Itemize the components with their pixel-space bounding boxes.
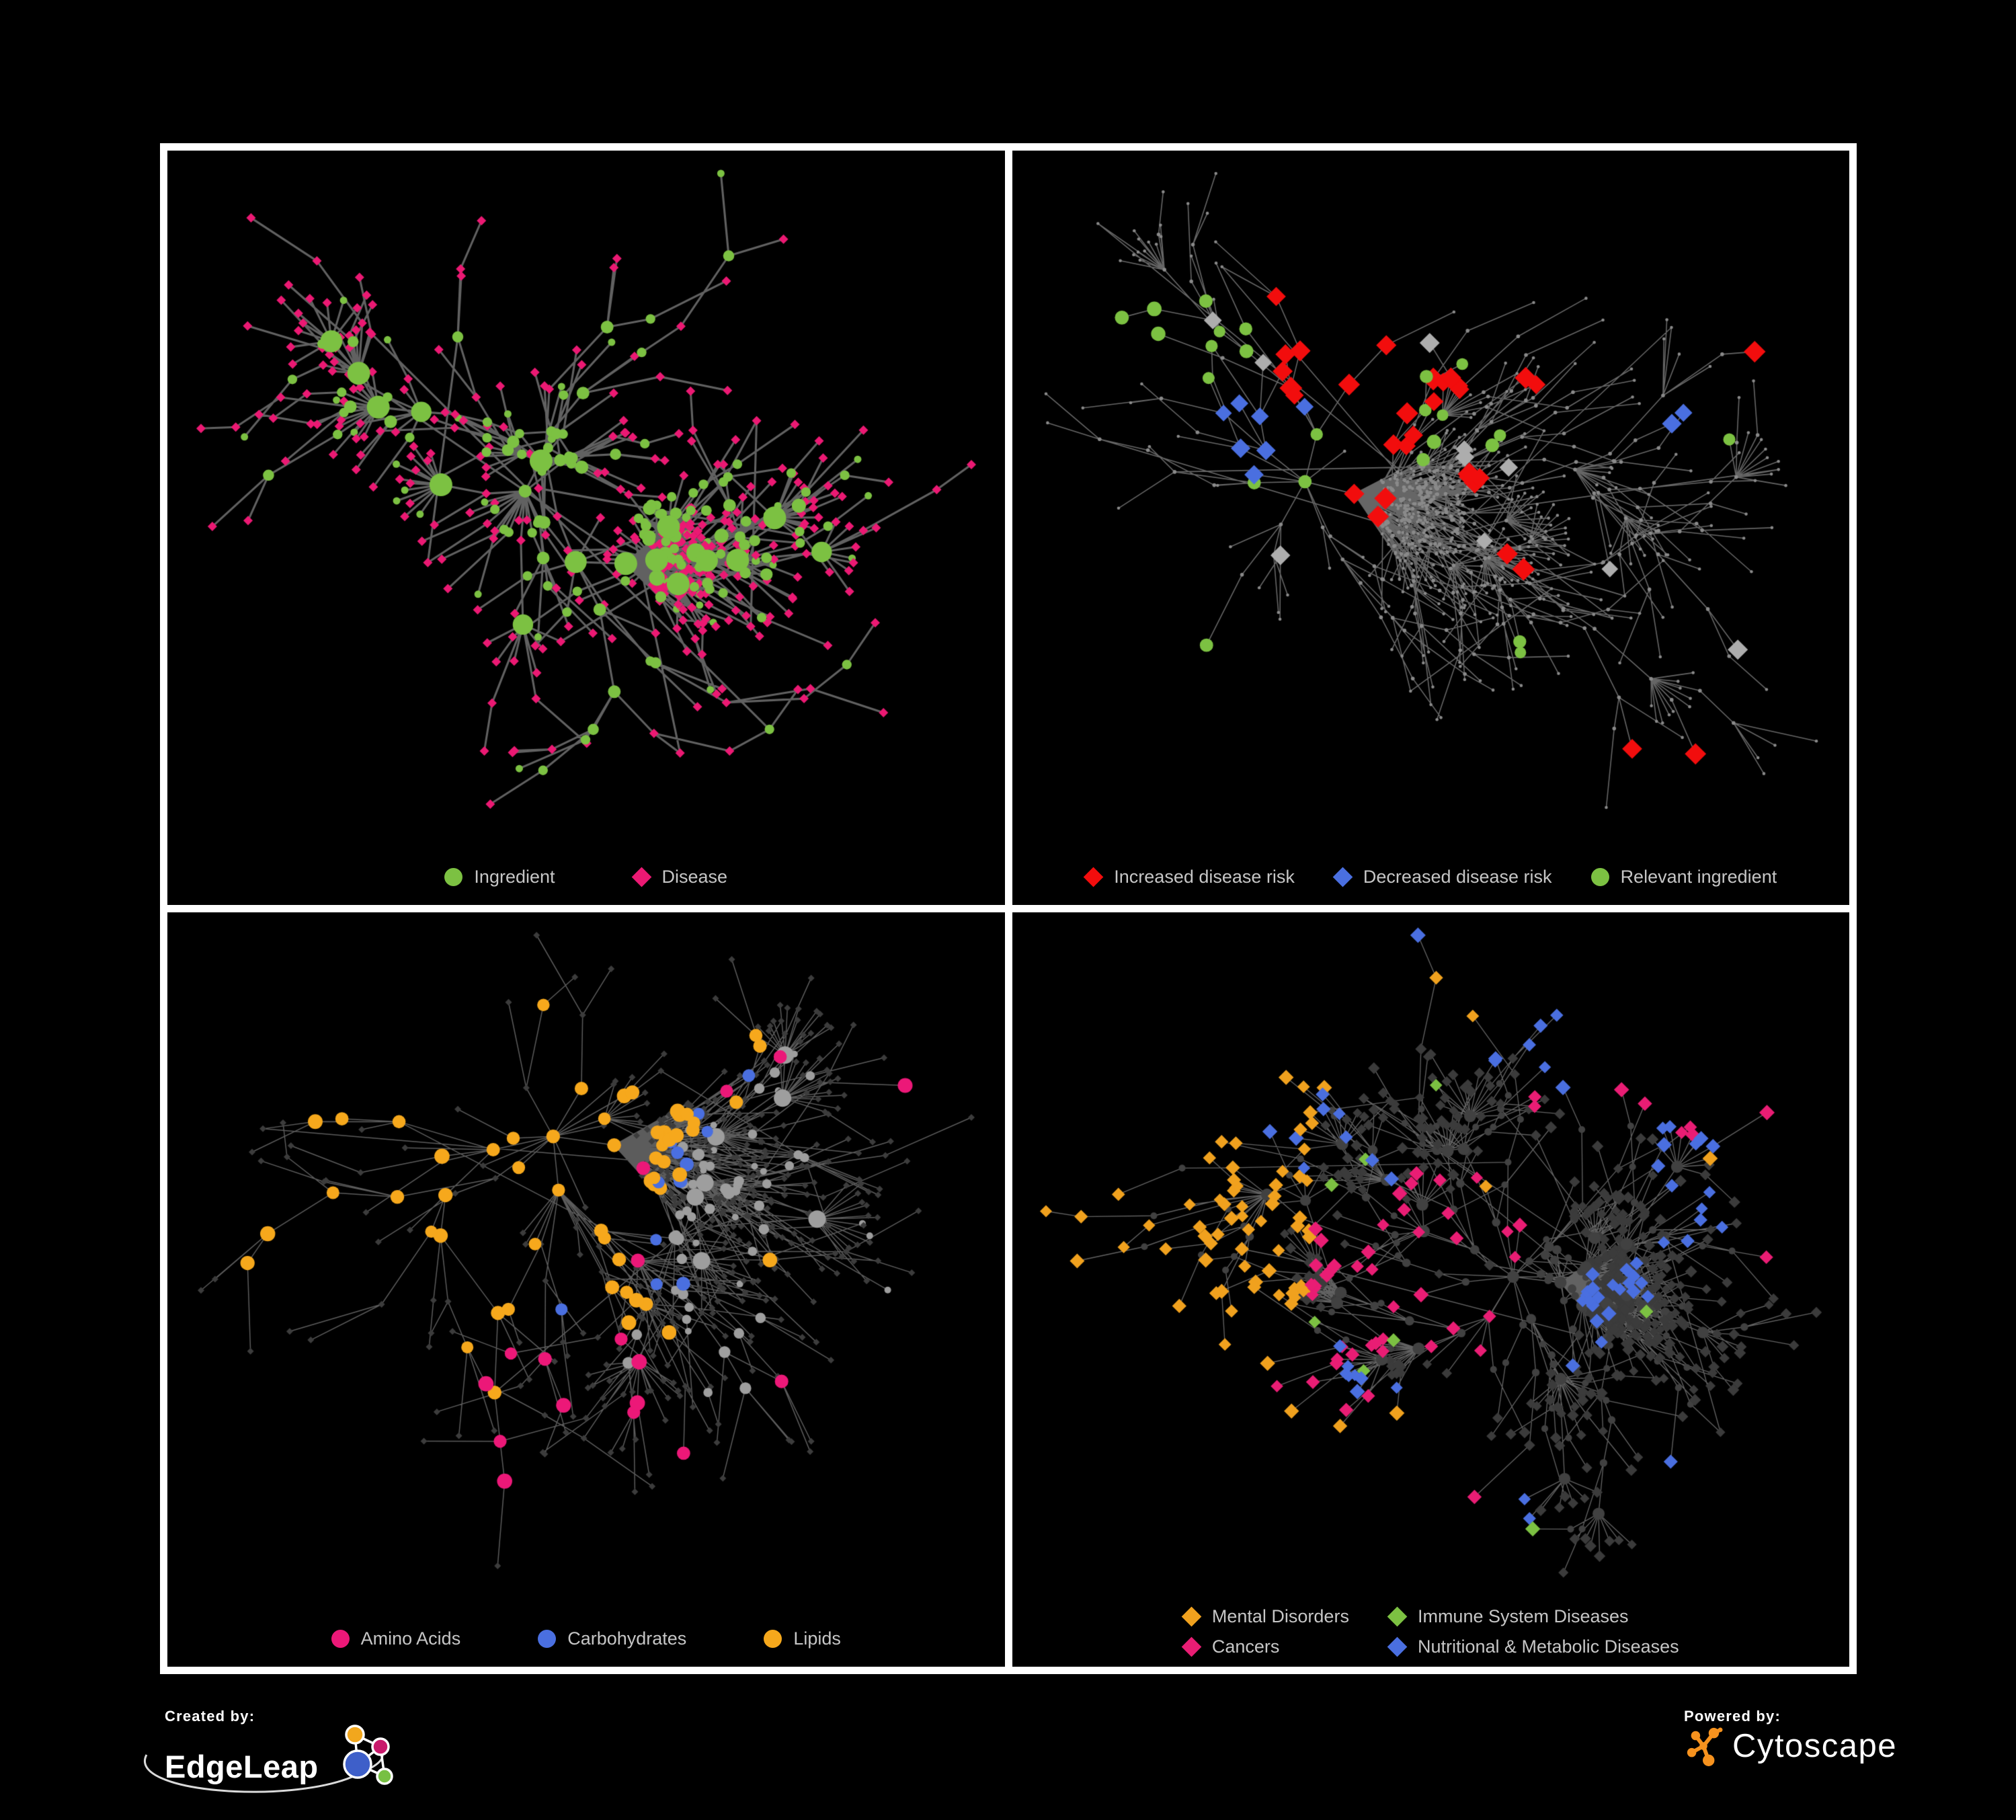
ingredient-disease-network-canvas [167, 151, 1005, 905]
edgeleap-wordmark: EdgeLeap [165, 1748, 319, 1784]
legend-label: Disease [661, 867, 728, 887]
legend-diamond-marker-icon [1387, 1606, 1408, 1627]
legend-label: Immune System Diseases [1417, 1606, 1629, 1626]
legend-diamond-marker-icon [1181, 1636, 1202, 1657]
panel-nutrient-classes-network: Amino Acids Carbohydrates Lipids [167, 912, 1005, 1667]
edgeleap-logo-icon [143, 1725, 393, 1793]
disease-risk-legend: Increased disease risk Decreased disease … [1012, 867, 1850, 887]
legend-label: Nutritional & Metabolic Diseases [1417, 1636, 1679, 1657]
disease-risk-network-canvas [1012, 151, 1849, 905]
cytoscape-wordmark: Cytoscape [1732, 1727, 1898, 1764]
legend-label: Increased disease risk [1114, 867, 1295, 887]
legend-label: Carbohydrates [567, 1628, 687, 1649]
legend-item-ingredient: Ingredient [444, 867, 555, 887]
legend-item-carbohydrates: Carbohydrates [538, 1628, 686, 1649]
legend-item-immune-system-diseases: Immune System Diseases [1387, 1606, 1629, 1627]
legend-label: Relevant ingredient [1620, 867, 1777, 887]
panel-disease-classes-network: Mental Disorders Immune System Diseases Ca… [1012, 912, 1850, 1667]
legend-label: Mental Disorders [1211, 1606, 1349, 1626]
legend-circle-marker-icon [444, 868, 463, 886]
panel-disease-risk-network: Increased disease risk Decreased disease … [1012, 151, 1850, 905]
legend-diamond-marker-icon [1083, 867, 1104, 887]
legend-item-amino-acids: Amino Acids [331, 1628, 461, 1649]
cytoscape-logo-icon [1687, 1727, 1723, 1766]
legend-label: Ingredient [474, 867, 555, 887]
legend-item-lipids: Lipids [764, 1628, 841, 1649]
panel-ingredient-disease-network: Ingredient Disease [167, 151, 1005, 905]
nutrient-classes-network-canvas [167, 912, 1005, 1667]
powered-by-credit: Powered by: Cytoscape [1684, 1708, 1966, 1809]
legend-item-increased-disease-risk: Increased disease risk [1083, 867, 1295, 887]
legend-label: Decreased disease risk [1363, 867, 1552, 887]
legend-label: Amino Acids [360, 1628, 461, 1649]
created-by-label: Created by: [165, 1708, 255, 1725]
ingredient-disease-legend: Ingredient Disease [167, 867, 1005, 887]
legend-item-relevant-ingredient: Relevant ingredient [1590, 867, 1777, 887]
legend-item-decreased-disease-risk: Decreased disease risk [1332, 867, 1552, 887]
disease-classes-legend: Mental Disorders Immune System Diseases Ca… [1012, 1606, 1850, 1657]
legend-circle-marker-icon [1590, 868, 1609, 886]
legend-circle-marker-icon [331, 1630, 350, 1648]
legend-circle-marker-icon [764, 1630, 782, 1648]
legend-diamond-marker-icon [631, 867, 651, 887]
disease-classes-network-canvas [1012, 912, 1849, 1667]
legend-diamond-marker-icon [1387, 1636, 1408, 1657]
legend-item-mental-disorders: Mental Disorders [1181, 1606, 1349, 1627]
nutrient-classes-legend: Amino Acids Carbohydrates Lipids [167, 1628, 1005, 1649]
legend-diamond-marker-icon [1332, 867, 1353, 887]
created-by-credit: Created by: EdgeLeap [143, 1708, 447, 1809]
legend-circle-marker-icon [538, 1630, 557, 1648]
powered-by-label: Powered by: [1684, 1708, 1781, 1725]
legend-item-disease: Disease [631, 867, 728, 887]
legend-diamond-marker-icon [1181, 1606, 1202, 1627]
legend-label: Lipids [793, 1628, 841, 1649]
legend-item-nutritional-metabolic-diseases: Nutritional & Metabolic Diseases [1387, 1636, 1679, 1657]
four-panel-figure-frame: Ingredient Disease Increased disease risk… [160, 143, 1857, 1674]
legend-item-cancers: Cancers [1181, 1636, 1280, 1657]
legend-label: Cancers [1211, 1636, 1280, 1657]
